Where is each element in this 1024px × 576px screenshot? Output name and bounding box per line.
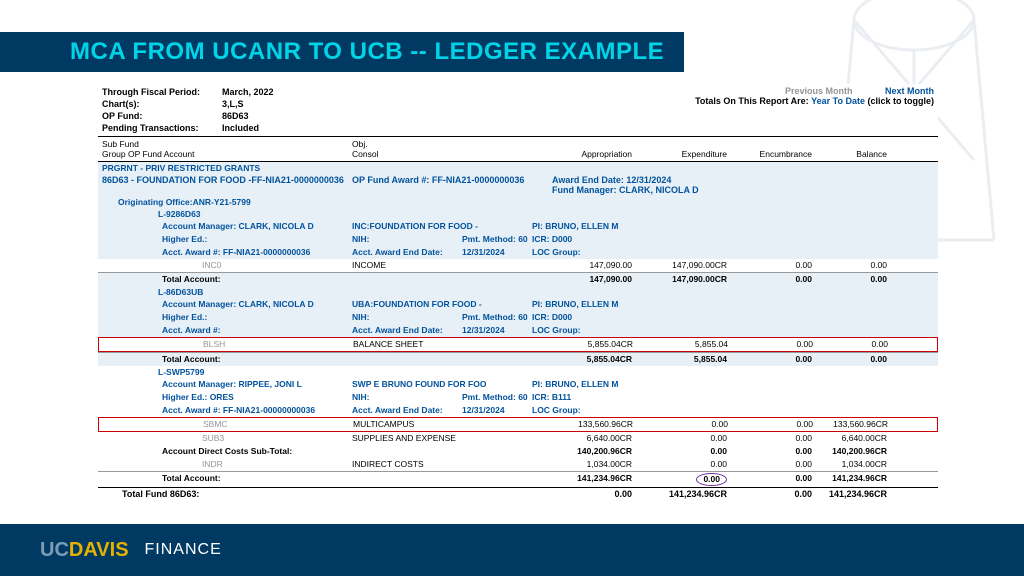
ledger-header: Through Fiscal Period:March, 2022Chart(s… xyxy=(98,84,938,137)
account-link[interactable]: L-86D63UB xyxy=(158,287,203,297)
ucdavis-logo: UCDAVIS xyxy=(40,539,129,562)
total-account-row: Total Account: 5,855.04CR5,855.040.000.0… xyxy=(98,352,938,366)
total-account-row: Total Account: 147,090.00147,090.00CR0.0… xyxy=(98,272,938,286)
fund-line: 86D63 - FOUNDATION FOR FOOD -FF-NIA21-00… xyxy=(98,174,938,196)
footer-bar: UCDAVIS FINANCE xyxy=(0,524,1024,576)
highlighted-value: 0.00 xyxy=(696,473,727,486)
slide-title: MCA FROM UCANR TO UCB -- LEDGER EXAMPLE xyxy=(0,32,684,72)
report-toggle[interactable]: Totals On This Report Are: Year To Date … xyxy=(614,96,934,106)
account-link[interactable]: L-9286D63 xyxy=(158,209,201,219)
account-block: L-SWP5799 Account Manager: RIPPEE, JONI … xyxy=(98,366,938,487)
account-block: L-86D63UB Account Manager: CLARK, NICOLA… xyxy=(98,286,938,366)
total-account-row: Total Account: 141,234.96CR0.000.00141,2… xyxy=(98,471,938,487)
grand-total-row: Total Fund 86D63: 0.00 141,234.96CR 0.00… xyxy=(98,487,938,501)
account-block: L-9286D63 Account Manager: CLARK, NICOLA… xyxy=(98,208,938,286)
orig-office: Originating Office:ANR-Y21-5799 xyxy=(98,196,938,208)
column-headers: Sub FundGroup OP Fund Account Obj.Consol… xyxy=(98,137,938,162)
next-month-link[interactable]: Next Month xyxy=(885,86,934,96)
prev-month-link[interactable]: Previous Month xyxy=(785,86,853,96)
subtotal-row: Account Direct Costs Sub-Total: 140,200.… xyxy=(98,445,938,458)
account-link[interactable]: L-SWP5799 xyxy=(158,367,204,377)
data-row: BLSH BALANCE SHEET 5,855.04CR5,855.040.0… xyxy=(98,337,938,352)
data-row: SBMC MULTICAMPUS 133,560.96CR0.000.00133… xyxy=(98,417,938,432)
data-row: SUB3 SUPPLIES AND EXPENSE 6,640.00CR0.00… xyxy=(98,432,938,445)
slide: MCA FROM UCANR TO UCB -- LEDGER EXAMPLE … xyxy=(0,0,1024,576)
footer-finance: FINANCE xyxy=(145,541,222,559)
ledger-report: Through Fiscal Period:March, 2022Chart(s… xyxy=(98,84,938,501)
grant-line: PRGRNT - PRIV RESTRICTED GRANTS xyxy=(98,162,938,174)
data-row: INC0 INCOME 147,090.00147,090.00CR0.000.… xyxy=(98,259,938,272)
data-row: INDRINDIRECT COSTS 1,034.00CR0.000.001,0… xyxy=(98,458,938,471)
